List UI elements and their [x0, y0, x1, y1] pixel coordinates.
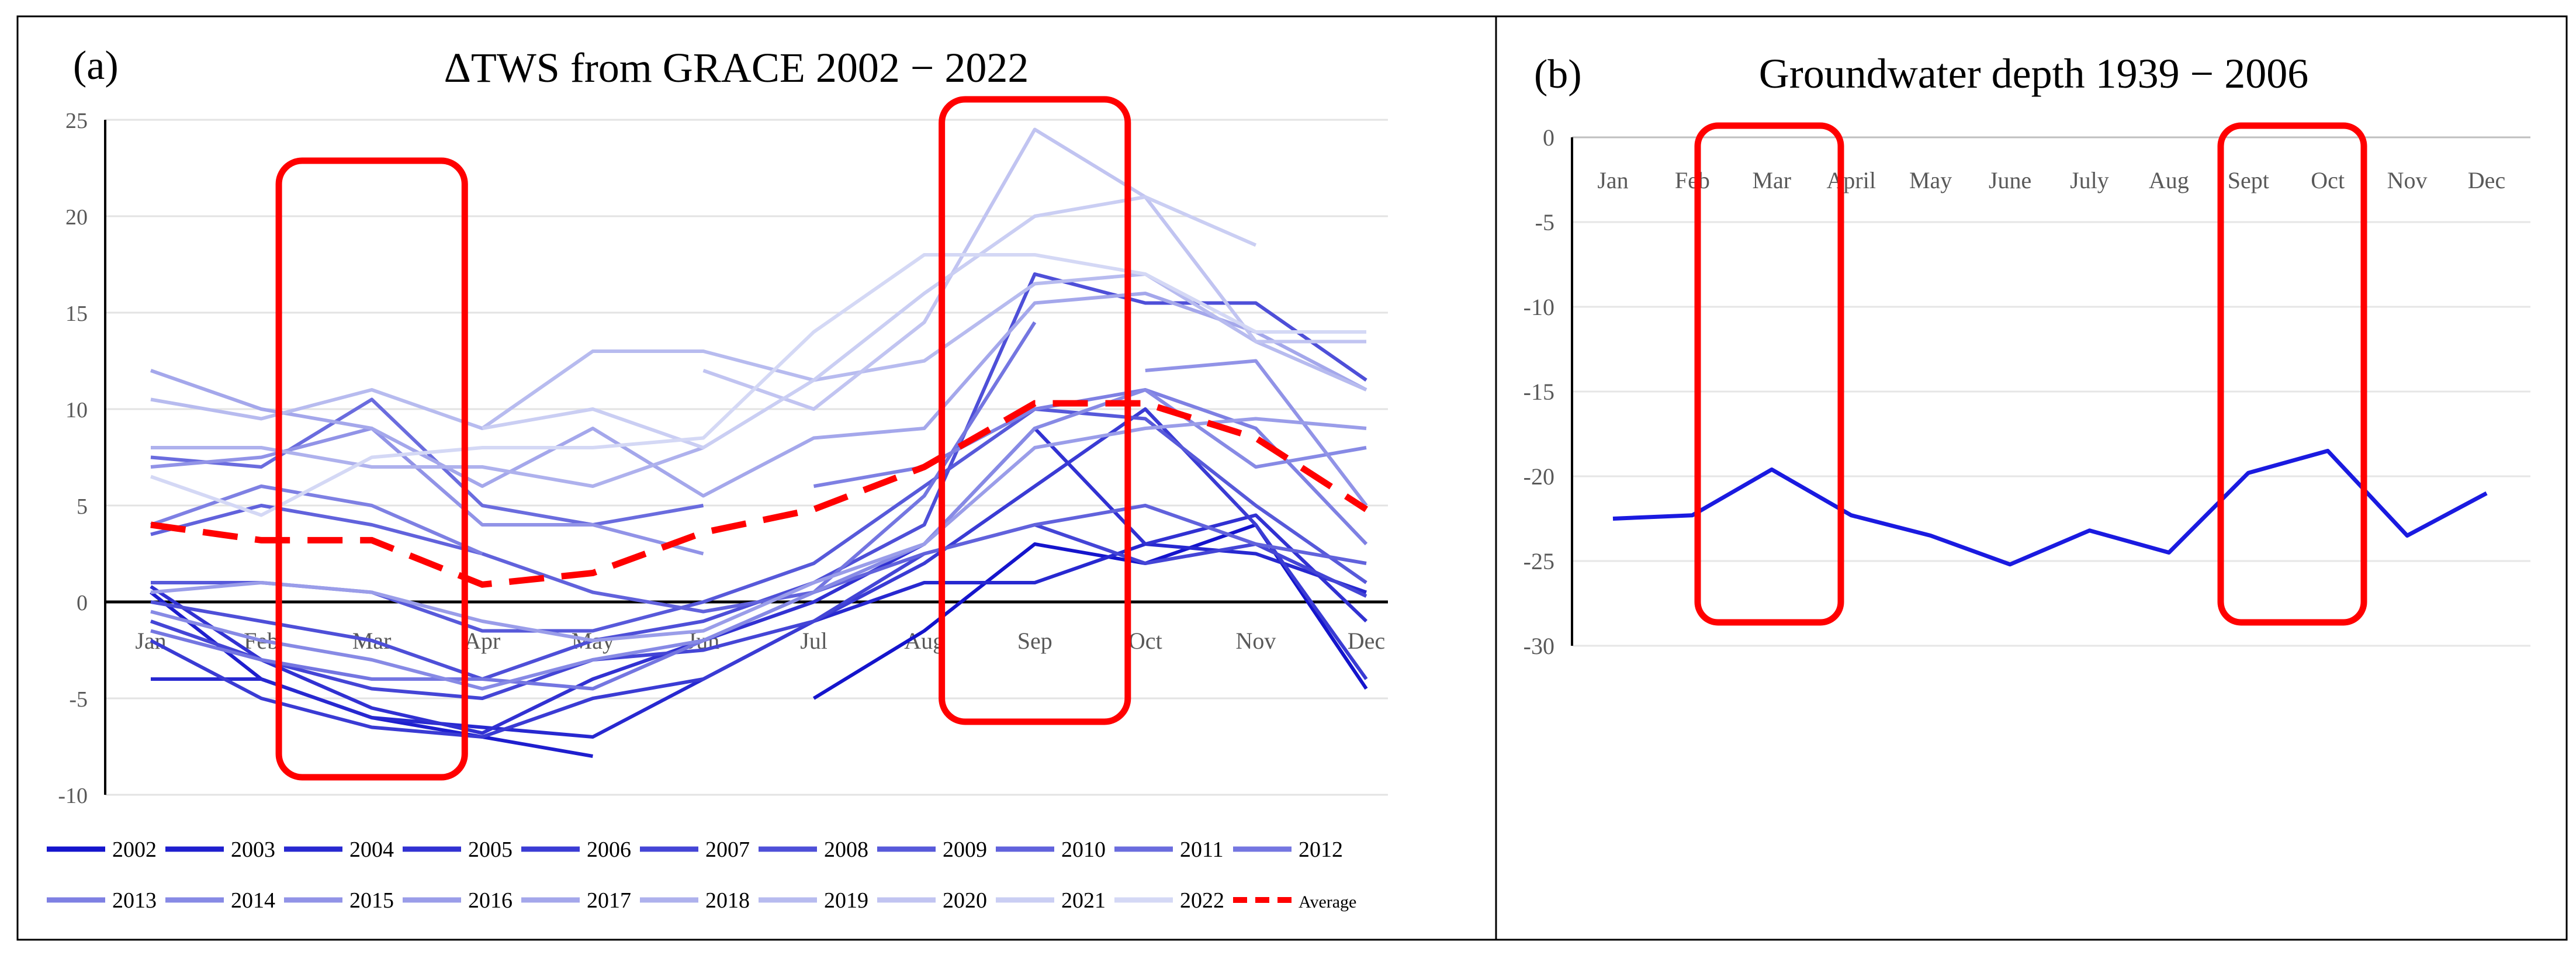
legend-label: 2012 — [1299, 837, 1343, 862]
legend-label: 2010 — [1061, 837, 1106, 862]
series-line-2004 — [151, 542, 1367, 739]
x-tick-label: Sep — [1017, 628, 1052, 654]
highlight-box — [939, 96, 1131, 725]
legend-label: 2016 — [468, 888, 513, 913]
highlight-box — [2217, 122, 2367, 626]
legend-label: 2020 — [943, 888, 987, 913]
legend-label: 2021 — [1061, 888, 1106, 913]
series-line-2005 — [150, 427, 1368, 735]
legend-label: 2019 — [824, 888, 868, 913]
series-line-2019 — [150, 272, 1367, 430]
y-tick-label: -25 — [1524, 548, 1554, 574]
panel-a-legend: 2002 2003 2004 2005 2006 2007 2008 2009 2010 2011… — [47, 837, 1356, 913]
legend-label: 2022 — [1180, 888, 1224, 913]
y-tick-label: 0 — [77, 591, 88, 615]
legend-label: 2011 — [1180, 837, 1224, 862]
x-tick-label: Nov — [2387, 167, 2428, 193]
panel-b-y-tick-labels: 0 -5 -10 -15 -20 -25 -30 — [1524, 124, 1554, 659]
series-line-2018 — [151, 446, 704, 488]
series-line-2020 — [702, 127, 1366, 411]
x-tick-label: July — [2070, 167, 2109, 193]
legend-label: 2018 — [705, 888, 750, 913]
y-tick-label: 10 — [65, 398, 88, 423]
x-tick-label: Jul — [800, 628, 827, 654]
y-tick-label: 0 — [1543, 124, 1554, 151]
series-line-2006 — [150, 407, 1368, 739]
legend-label: 2004 — [349, 837, 394, 862]
panel-b-gridlines — [1572, 136, 2530, 647]
y-tick-label: -30 — [1524, 633, 1554, 659]
y-tick-label: -20 — [1524, 463, 1554, 490]
x-tick-label: Mar — [1752, 167, 1791, 193]
panel-b-label: (b) — [1534, 52, 1582, 97]
panel-a-y-tick-labels: 25 20 15 10 5 0 -5 -10 — [58, 109, 88, 808]
series-line-2017 — [150, 292, 1367, 498]
y-tick-label: -15 — [1524, 379, 1554, 405]
series-line-2012 — [150, 321, 1037, 691]
x-tick-label: April — [1827, 167, 1876, 193]
legend-label: 2005 — [468, 837, 513, 862]
legend-label: 2009 — [943, 837, 987, 862]
panel-b-series-lines — [1612, 449, 2488, 567]
legend-label: 2003 — [231, 837, 275, 862]
series-line-2016 — [150, 417, 1367, 642]
y-tick-label: 25 — [65, 109, 88, 133]
series-line-2014 — [150, 388, 1367, 691]
panel-a-chart: (a) ΔTWS from GRACE 2002 − 2022 25201510… — [47, 43, 1388, 913]
legend-label: 2015 — [349, 888, 394, 913]
x-tick-label: Oct — [2311, 167, 2345, 193]
panel-b-title: Groundwater depth 1939 − 2006 — [1759, 50, 2308, 97]
legend-label: 2007 — [705, 837, 750, 862]
x-tick-label: Feb — [1675, 167, 1710, 193]
legend-label: 2006 — [587, 837, 631, 862]
panel-b-x-tick-labels: Jan Feb Mar April May June July Aug Sept Oct Nov De… — [1597, 167, 2505, 193]
highlight-box — [1694, 122, 1844, 626]
x-tick-label: Sept — [2228, 167, 2269, 193]
legend-label: 2017 — [587, 888, 631, 913]
x-tick-label: June — [1989, 167, 2031, 193]
panel-b-highlight-boxes — [1694, 122, 2367, 626]
panel-b-chart: (b) Groundwater depth 1939 − 2006 0 -5 -10… — [1524, 50, 2530, 659]
series-line-2010 — [150, 504, 1367, 614]
legend-label: 2014 — [231, 888, 275, 913]
average-line — [150, 400, 1368, 588]
x-tick-label: Dec — [2468, 167, 2505, 193]
x-tick-label: Nov — [1235, 628, 1276, 654]
legend-label: 2002 — [112, 837, 157, 862]
legend-label: 2008 — [824, 837, 868, 862]
y-tick-label: -10 — [58, 784, 88, 808]
y-tick-label: -5 — [69, 687, 88, 712]
y-tick-label: -5 — [1535, 209, 1554, 236]
series-line-2021 — [482, 195, 1257, 449]
series-line-2007 — [150, 523, 1367, 700]
y-tick-label: 15 — [65, 302, 88, 326]
x-tick-label: Aug — [2149, 167, 2189, 193]
highlight-box — [275, 157, 468, 781]
x-tick-label: May — [1909, 167, 1952, 193]
panel-a-label: (a) — [73, 43, 119, 88]
y-tick-label: 5 — [77, 494, 88, 519]
x-tick-label: Oct — [1128, 628, 1162, 654]
panel-a-title: ΔTWS from GRACE 2002 − 2022 — [444, 44, 1029, 91]
series-line-2015 — [150, 359, 1368, 556]
legend-label: 2013 — [112, 888, 157, 913]
series-line-2002 — [812, 523, 1368, 700]
groundwater-line — [1612, 449, 2488, 567]
x-tick-label: Jan — [1597, 167, 1628, 193]
series-line-2022 — [150, 253, 1366, 517]
y-tick-label: -10 — [1524, 294, 1554, 320]
legend-label: Average — [1299, 892, 1356, 912]
x-tick-label: Dec — [1348, 628, 1385, 654]
panel-b-frame — [1495, 15, 2568, 941]
panel-a-highlight-boxes — [275, 96, 1131, 781]
panel-a-frame — [16, 15, 1497, 941]
panel-a-series-lines — [150, 127, 1368, 758]
y-tick-label: 20 — [65, 205, 88, 230]
